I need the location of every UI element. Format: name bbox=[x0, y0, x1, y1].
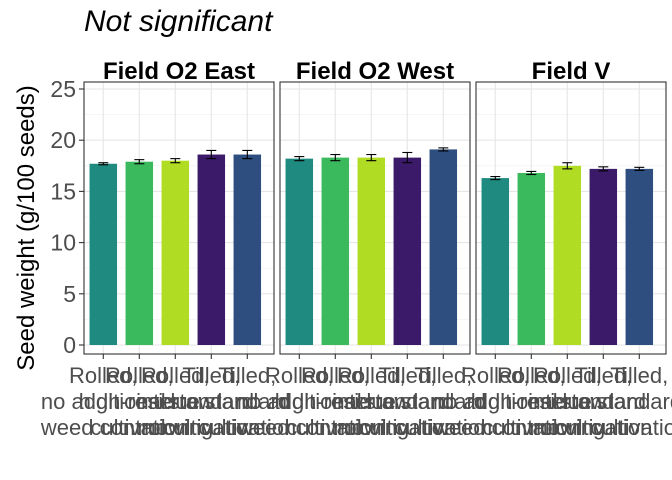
bar bbox=[517, 172, 546, 345]
y-tick-label: 10 bbox=[50, 230, 76, 256]
bar bbox=[89, 163, 118, 345]
x-tick-label: Rolled, interrow mowing bbox=[528, 363, 606, 440]
x-tick-label: Rolled, no additional weed control bbox=[40, 363, 166, 440]
facet-strip bbox=[476, 55, 666, 82]
x-tick-label: Rolled, interrow mowing bbox=[136, 363, 214, 440]
y-tick-label: 0 bbox=[63, 332, 76, 358]
bar bbox=[357, 157, 386, 345]
x-tick-label: Rolled, interrow mowing bbox=[332, 363, 410, 440]
x-tick-label: Rolled, high-residue cultivation bbox=[275, 363, 396, 440]
facet-strip bbox=[84, 55, 274, 82]
panel-border bbox=[83, 81, 275, 355]
facet-strip-label: Field O2 West bbox=[296, 58, 454, 85]
x-tick-label: Rolled, high-residue cultivation bbox=[471, 363, 592, 440]
bar bbox=[197, 154, 226, 345]
bar bbox=[589, 168, 618, 345]
facet-strip bbox=[280, 55, 470, 82]
bar bbox=[553, 165, 582, 345]
panel-border bbox=[475, 81, 667, 355]
bar bbox=[393, 157, 422, 345]
facet-strip-label: Field V bbox=[532, 58, 611, 85]
facet-panel: Field V Rolled, no additional weed controlR… bbox=[432, 55, 672, 440]
panel-border bbox=[279, 81, 471, 355]
bar bbox=[321, 157, 350, 345]
facet-strip-label: Field O2 East bbox=[103, 58, 255, 85]
plot-area: 0 5 10 15 20 25 Field O2 East Rolled, no additio… bbox=[40, 55, 672, 440]
bar bbox=[233, 154, 262, 345]
bar bbox=[285, 158, 314, 345]
y-axis-label: Seed weight (g/100 seeds) bbox=[13, 85, 40, 371]
x-tick-label: Rolled, no additional weed control bbox=[236, 363, 362, 440]
bar bbox=[125, 161, 154, 345]
facet-panel: Field O2 West Rolled, no additional weed co… bbox=[236, 55, 492, 440]
x-tick-label: Rolled, high-residue cultivation bbox=[79, 363, 200, 440]
y-tick-label: 15 bbox=[50, 178, 76, 204]
y-tick-label: 20 bbox=[50, 127, 76, 153]
y-tick-label: 25 bbox=[50, 76, 76, 102]
facet-panel: Field O2 East Rolled, no additional weed co… bbox=[40, 55, 296, 440]
bar bbox=[161, 160, 190, 345]
bar bbox=[625, 168, 654, 345]
bar bbox=[481, 178, 510, 345]
chart-title: Not significant bbox=[84, 5, 274, 38]
y-tick-label: 5 bbox=[63, 281, 76, 307]
x-tick-label: Rolled, no additional weed control bbox=[432, 363, 558, 440]
bar bbox=[429, 149, 458, 345]
